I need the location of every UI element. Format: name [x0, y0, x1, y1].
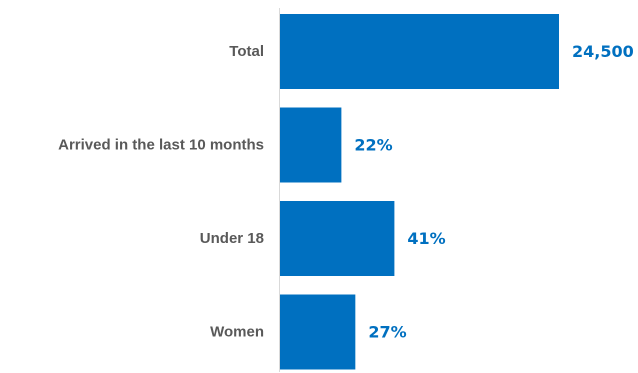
bar-total [280, 14, 559, 89]
category-label-under-18: Under 18 [200, 230, 264, 247]
category-label-arrived-in-the-last-10-months: Arrived in the last 10 months [58, 137, 264, 154]
data-label-total: 24,500 [572, 42, 634, 61]
bars-group [280, 14, 559, 370]
category-label-total: Total [229, 43, 264, 60]
data-label-under-18: 41% [407, 229, 445, 248]
bar-women [280, 294, 356, 370]
data-label-women: 27% [368, 323, 406, 342]
bar-under-18 [280, 201, 395, 276]
category-label-women: Women [210, 324, 264, 341]
data-label-arrived-in-the-last-10-months: 22% [354, 136, 392, 155]
bar-arrived-in-the-last-10-months [280, 107, 342, 183]
labels-group: Total 24,500 Arrived in the last 10 months… [58, 42, 634, 342]
